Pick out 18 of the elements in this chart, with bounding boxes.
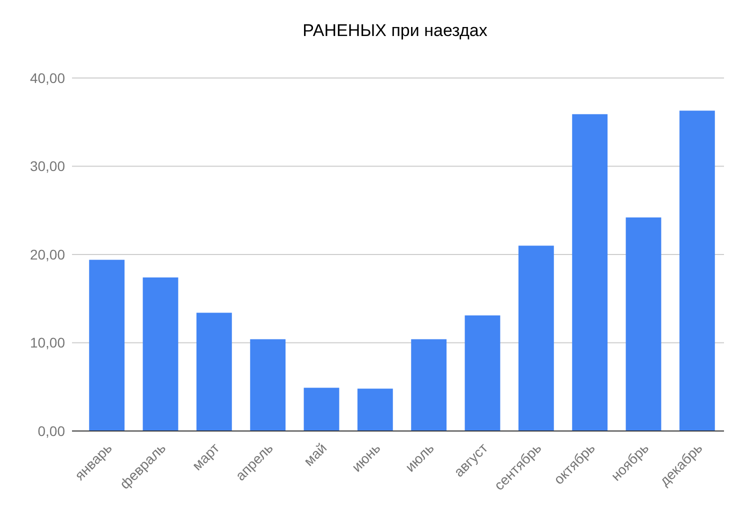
- bar: [89, 260, 125, 431]
- bar: [142, 277, 178, 431]
- bar: [250, 339, 286, 431]
- bar: [411, 339, 447, 431]
- bar: [304, 388, 340, 431]
- bar: [357, 388, 393, 431]
- y-tick-label: 30,00: [30, 158, 66, 174]
- bar: [572, 114, 608, 431]
- y-tick-label: 20,00: [30, 246, 66, 262]
- bar: [679, 110, 715, 431]
- bar: [196, 312, 232, 431]
- bar: [464, 315, 500, 431]
- bar: [626, 217, 662, 431]
- bar: [518, 246, 554, 431]
- chart-title: РАНЕНЫХ при наездах: [302, 21, 488, 40]
- y-tick-label: 0,00: [38, 422, 66, 439]
- y-tick-label: 40,00: [30, 70, 66, 86]
- y-tick-label: 10,00: [30, 334, 66, 351]
